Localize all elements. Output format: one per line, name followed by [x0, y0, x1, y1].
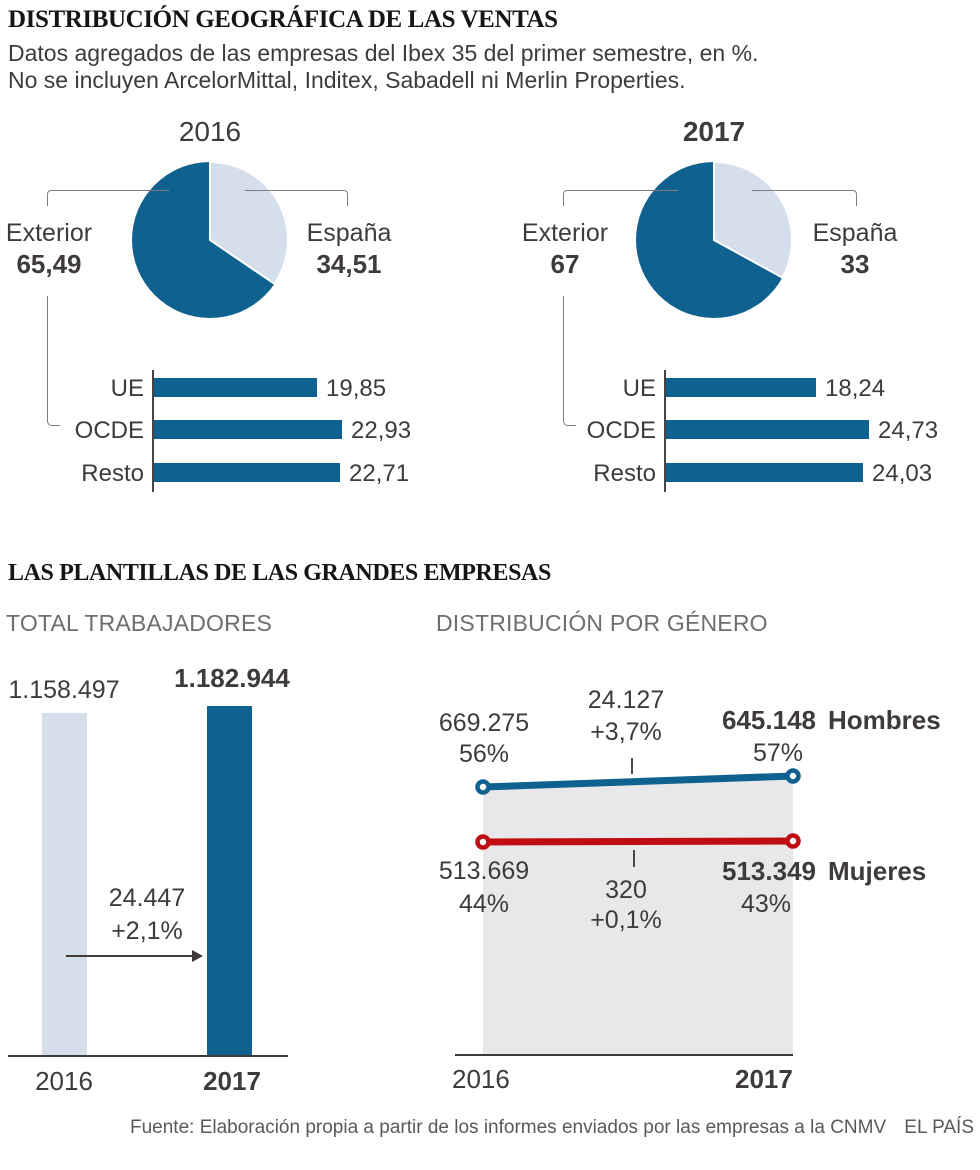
hombres-2016-pct: 56%	[458, 740, 510, 768]
bar-value-ocde: 24,73	[878, 417, 939, 444]
bar-ue	[666, 378, 816, 397]
hombres-2016-value: 669.275	[438, 709, 530, 737]
label-exterior-2017: Exterior	[521, 219, 609, 247]
bar-value-resto: 24,03	[872, 460, 933, 487]
pie-slice-espana	[209, 160, 289, 286]
bar-ocde	[154, 420, 342, 439]
bar-label-ue: UE	[110, 375, 144, 402]
workers-change-pct: +2,1%	[111, 917, 183, 945]
mujeres-dot-2017	[785, 833, 801, 849]
mujeres-2017-value: 513.349	[722, 856, 816, 886]
bar-value-ue: 19,85	[326, 375, 387, 402]
mujeres-line	[482, 837, 794, 846]
callout-line-espana-2016	[245, 190, 348, 206]
mujeres-2017-label: 513.349 Mujeres	[722, 856, 926, 887]
mujeres-change-pct: +0,1%	[590, 906, 662, 934]
workers-x-axis	[8, 1055, 288, 1057]
geo-bar-row: UE 19,85	[44, 375, 490, 402]
hombres-change-pct: +3,7%	[590, 718, 662, 746]
source-credit: Fuente: Elaboración propia a partir de l…	[130, 1117, 887, 1138]
geo-bar-row: Resto 22,71	[44, 460, 490, 487]
mujeres-2016-pct: 44%	[458, 890, 510, 918]
mujeres-2016-value: 513.669	[438, 857, 530, 885]
label-exterior-2016: Exterior	[5, 219, 93, 247]
gender-x-2016: 2016	[452, 1064, 510, 1094]
gender-x-2017: 2017	[735, 1064, 793, 1094]
pie-chart-2017	[636, 160, 794, 318]
hombres-series-name: Hombres	[827, 705, 941, 735]
mujeres-series-name: Mujeres	[827, 856, 927, 886]
geo-bars-2017: UE 18,24 OCDE 24,73 Resto 24,03	[556, 368, 980, 500]
mujeres-2017-pct: 43%	[740, 890, 792, 918]
workers-value-2016: 1.158.497	[8, 676, 120, 704]
hombres-change-abs: 24.127	[587, 686, 665, 714]
connector-exterior-breakdown-2017	[563, 296, 576, 426]
bar-label-resto: Resto	[593, 460, 656, 487]
bar-axis	[152, 370, 154, 492]
change-arrow-head	[192, 950, 203, 962]
label-espana-2016: España	[306, 219, 392, 247]
change-arrow-line	[66, 955, 194, 957]
gender-chart-title: DISTRIBUCIÓN POR GÉNERO	[436, 610, 768, 636]
workers-bar-2017	[207, 706, 252, 1056]
bar-value-ue: 18,24	[825, 375, 886, 402]
subtitle-line-2: No se incluyen ArcelorMittal, Inditex, S…	[8, 67, 686, 93]
mujeres-change-abs: 320	[605, 876, 647, 904]
value-exterior-2016: 65,49	[16, 249, 82, 279]
value-espana-2016: 34,51	[316, 249, 382, 279]
gender-area	[483, 776, 793, 1055]
pie-chart-2016	[132, 160, 289, 318]
geo-bar-row: OCDE 24,73	[556, 417, 980, 444]
workers-x-2017: 2017	[203, 1066, 261, 1096]
section2-title: LAS PLANTILLAS DE LAS GRANDES EMPRESAS	[8, 560, 551, 586]
geo-bars-2016: UE 19,85 OCDE 22,93 Resto 22,71	[44, 368, 490, 500]
hombres-2017-label: 645.148 Hombres	[722, 705, 941, 736]
bar-value-ocde: 22,93	[351, 417, 412, 444]
pie-2017-title: 2017	[682, 116, 746, 147]
publisher-logo: EL PAÍS	[904, 1117, 974, 1138]
geo-bar-row: UE 18,24	[556, 375, 980, 402]
pie-2016-title: 2016	[178, 116, 242, 147]
workers-value-2017: 1.182.944	[174, 663, 290, 693]
hombres-line	[482, 772, 794, 791]
callout-line-espana-2017	[752, 190, 857, 206]
bar-ocde	[666, 420, 869, 439]
value-exterior-2017: 67	[550, 249, 580, 279]
geo-bar-row: Resto 24,03	[556, 460, 980, 487]
workers-chart-title: TOTAL TRABAJADORES	[6, 610, 273, 636]
connector-exterior-breakdown-2016	[47, 296, 60, 426]
bar-label-ocde: OCDE	[586, 417, 656, 444]
bar-label-ue: UE	[622, 375, 656, 402]
subtitle-line-1: Datos agregados de las empresas del Ibex…	[8, 40, 759, 66]
bar-value-resto: 22,71	[349, 460, 410, 487]
mujeres-dot-2016	[475, 834, 491, 850]
bar-label-resto: Resto	[81, 460, 144, 487]
hombres-dot-2016	[475, 779, 491, 795]
workers-change-abs: 24.447	[108, 884, 186, 912]
bar-resto	[666, 463, 863, 482]
bar-resto	[154, 463, 340, 482]
bar-axis	[664, 370, 666, 492]
label-espana-2017: España	[812, 219, 898, 247]
hombres-2017-pct: 57%	[752, 739, 804, 767]
bar-label-ocde: OCDE	[74, 417, 144, 444]
page-title: DISTRIBUCIÓN GEOGRÁFICA DE LAS VENTAS	[8, 6, 558, 33]
workers-x-2016: 2016	[35, 1066, 93, 1096]
geo-bar-row: OCDE 22,93	[44, 417, 490, 444]
hombres-dot-2017	[785, 768, 801, 784]
bar-ue	[154, 378, 317, 397]
workers-bar-2016	[42, 713, 87, 1056]
value-espana-2017: 33	[840, 249, 870, 279]
callout-line-exterior-2016	[47, 190, 169, 206]
hombres-2017-value: 645.148	[722, 705, 816, 735]
callout-line-exterior-2017	[563, 190, 678, 206]
gender-chart	[455, 758, 801, 1056]
